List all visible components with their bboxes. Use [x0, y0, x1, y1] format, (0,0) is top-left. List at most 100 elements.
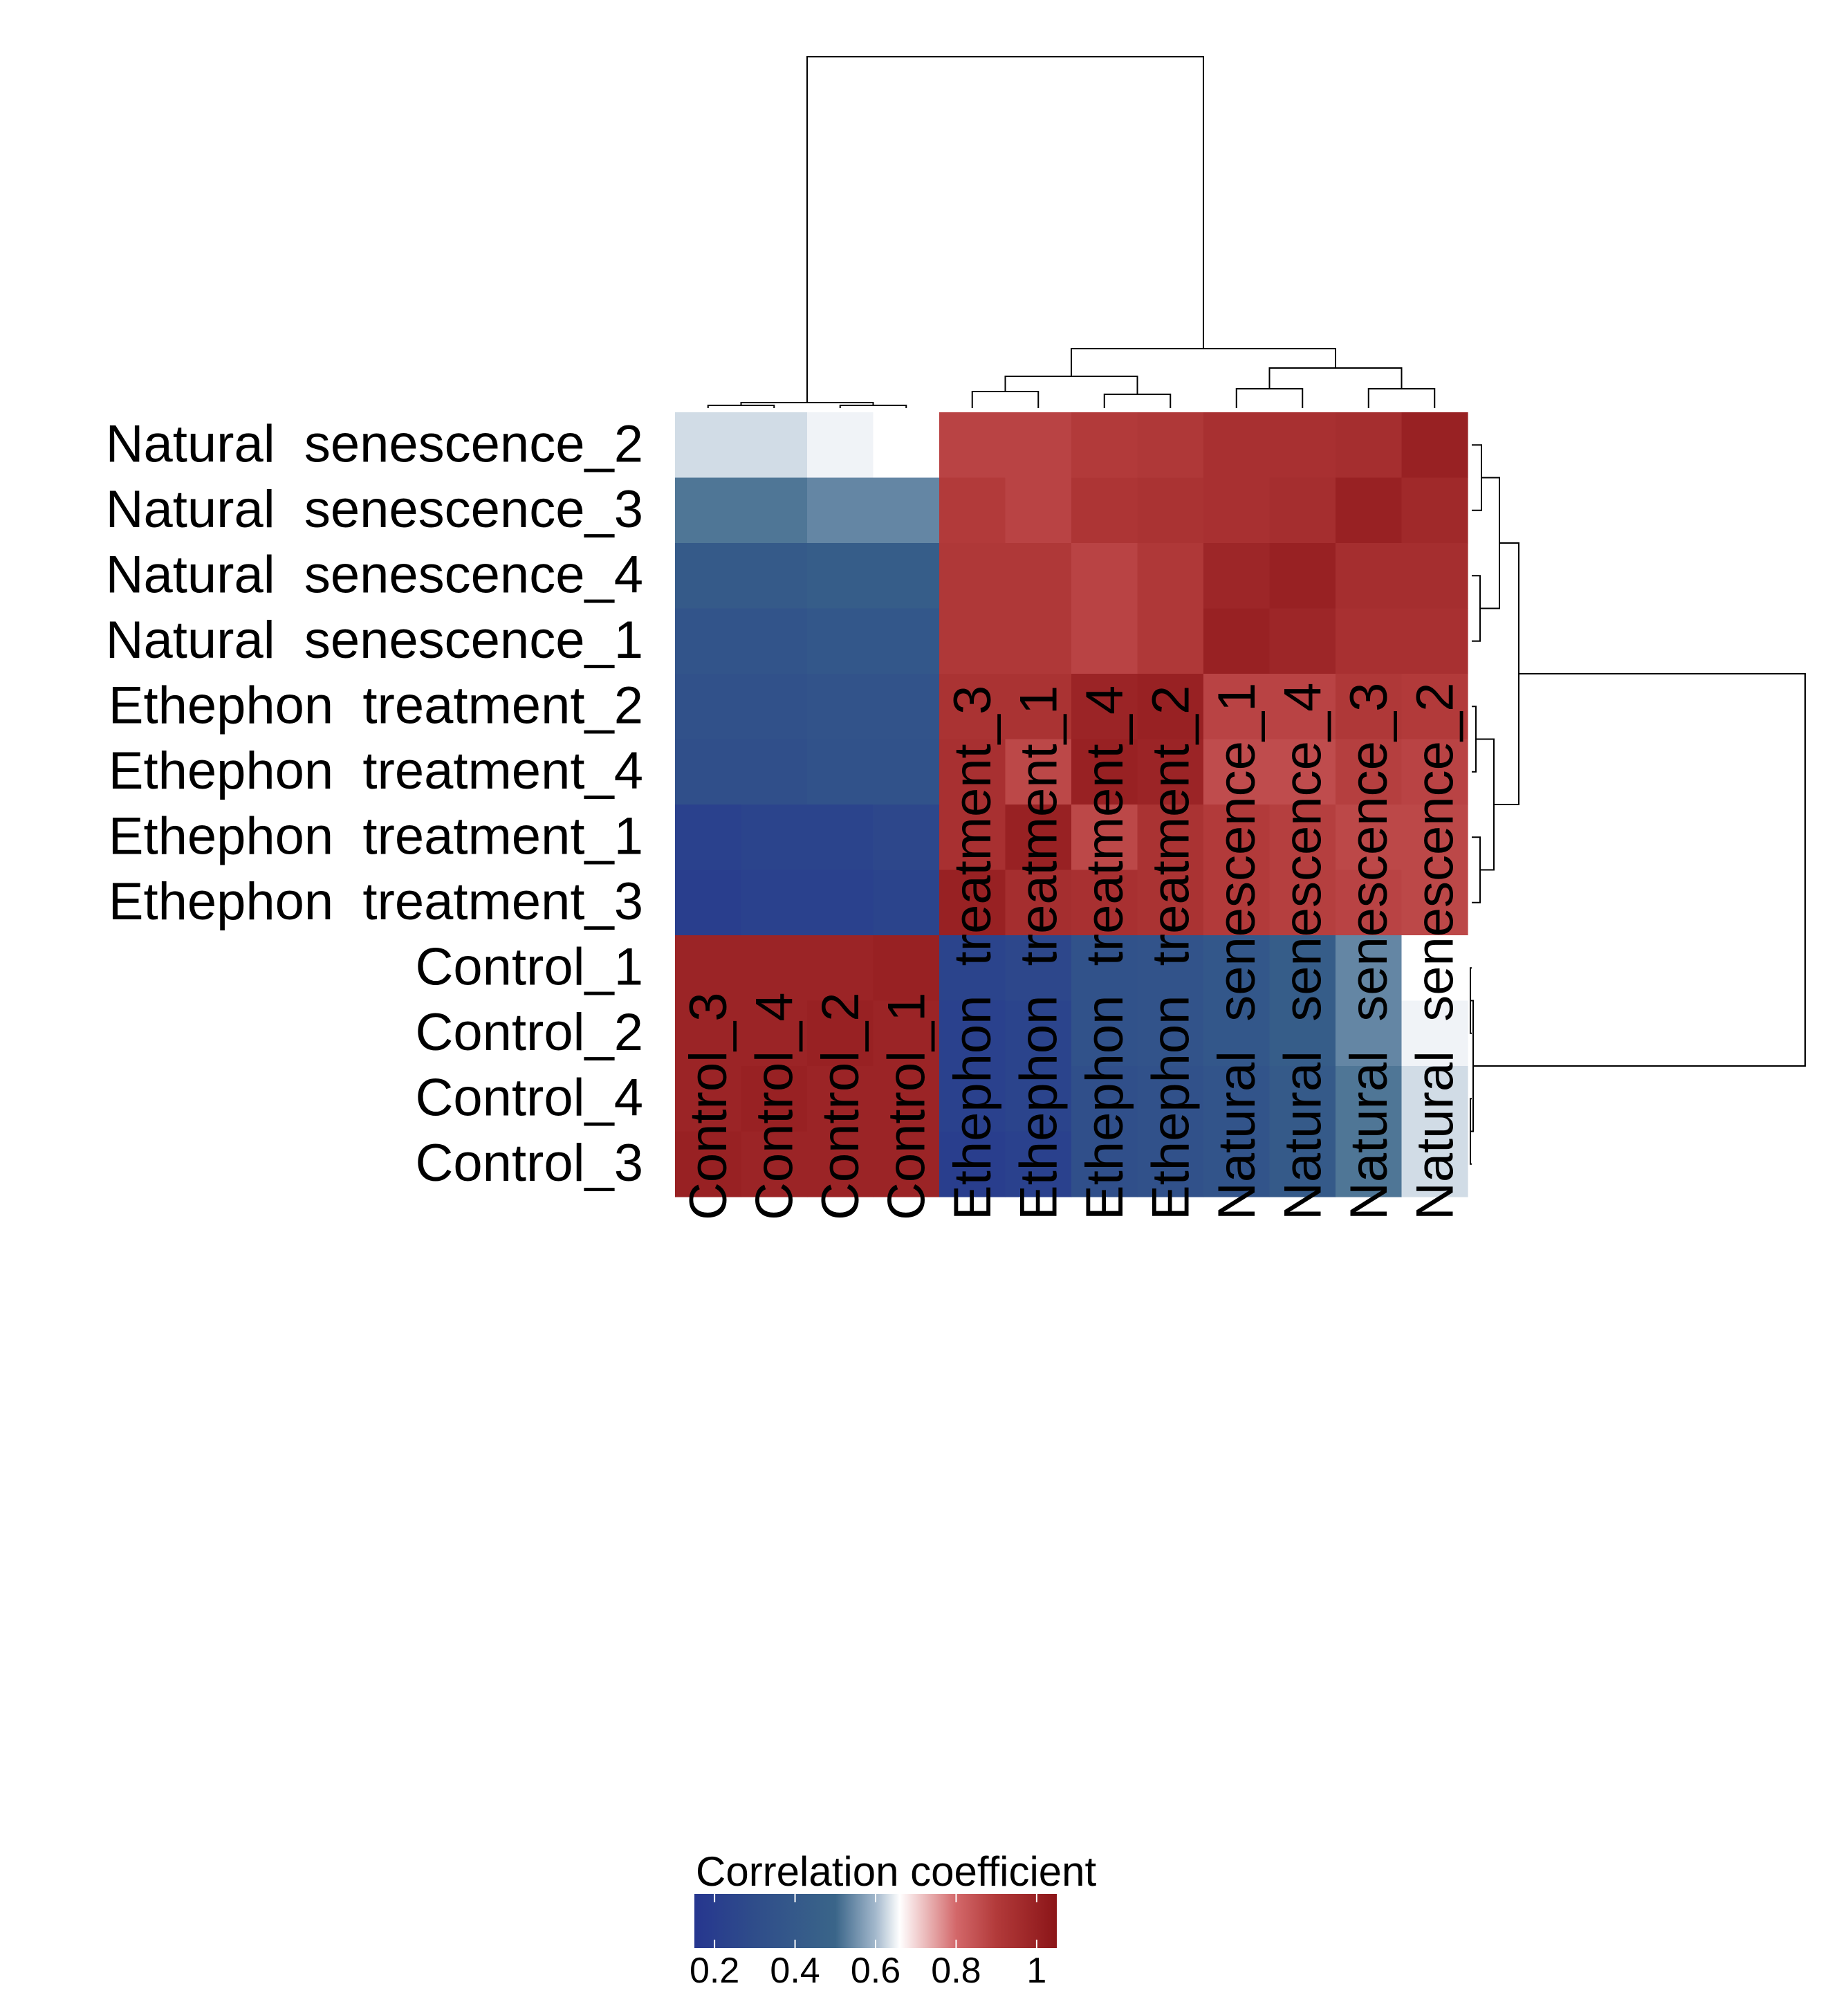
column-dendrogram-link: [1071, 348, 1336, 376]
column-label: Control_2: [811, 992, 870, 1220]
heatmap-cell: [1071, 412, 1138, 479]
heatmap-cell: [741, 739, 808, 805]
row-label: Control_4: [415, 1068, 643, 1127]
heatmap-cell: [1401, 1066, 1468, 1132]
heatmap-cell: [1203, 608, 1270, 674]
heatmap-cell: [1401, 477, 1468, 544]
heatmap-cell: [807, 1131, 874, 1197]
column-label: Natural senescence_4: [1273, 683, 1332, 1220]
legend-color-bar: [694, 1894, 1057, 1948]
heatmap-cell: [1336, 1066, 1403, 1132]
heatmap-cell: [1269, 543, 1336, 609]
column-label: Natural senescence_3: [1340, 683, 1398, 1220]
heatmap-cell: [1203, 739, 1270, 805]
heatmap-cell: [675, 608, 742, 674]
heatmap-cell: [1269, 674, 1336, 740]
heatmap-cell: [1269, 608, 1336, 674]
heatmap-cell: [1336, 477, 1403, 544]
column-label: Ethephon treatment_3: [943, 686, 1002, 1220]
heatmap-cell: [1336, 935, 1403, 1002]
heatmap-cell: [675, 739, 742, 805]
heatmap-cell: [1005, 739, 1072, 805]
heatmap-cell: [807, 412, 874, 479]
column-dendrogram-link: [839, 405, 907, 408]
heatmap-cell: [741, 1131, 808, 1197]
heatmap-cell: [1071, 1066, 1138, 1132]
heatmap-cell: [939, 412, 1006, 479]
heatmap-cell: [741, 805, 808, 871]
heatmap-cell: [1137, 543, 1204, 609]
heatmap-cell: [873, 477, 940, 544]
heatmap-cell: [1401, 543, 1468, 609]
heatmap-cell: [1401, 1131, 1468, 1197]
heatmap-cell: [1401, 805, 1468, 871]
heatmap-cell: [1005, 1131, 1072, 1197]
heatmap-cell: [1137, 1131, 1204, 1197]
heatmap-cell: [1137, 935, 1204, 1002]
heatmap-cell: [807, 739, 874, 805]
legend-tick-label: 1: [1026, 1951, 1046, 1991]
heatmap-cell: [1137, 805, 1204, 871]
heatmap-cell: [1071, 935, 1138, 1002]
row-label: Control_2: [415, 1003, 643, 1062]
heatmap-cell: [741, 935, 808, 1002]
heatmap-cell: [675, 1131, 742, 1197]
heatmap-cell: [807, 608, 874, 674]
column-label: Control_3: [679, 992, 738, 1220]
heatmap-cell: [1269, 1000, 1336, 1067]
heatmap-cell: [939, 543, 1006, 609]
heatmap-cell: [1071, 1000, 1138, 1067]
heatmap-cell: [1401, 739, 1468, 805]
heatmap-cell: [741, 608, 808, 674]
heatmap-cell: [741, 674, 808, 740]
legend-tick-label: 0.8: [931, 1951, 981, 1991]
heatmap-cell: [1203, 870, 1270, 936]
heatmap-cell: [741, 543, 808, 609]
heatmap-cell: [873, 412, 940, 479]
row-label: Ethephon treatment_3: [109, 872, 643, 931]
legend-ticks: 0.2 0.4 0.6 0.8 1: [690, 1894, 1046, 1991]
heatmap-cell: [741, 1000, 808, 1067]
heatmap-cell: [1203, 1066, 1270, 1132]
column-dendrogram-link: [1235, 388, 1304, 408]
heatmap-cell: [741, 477, 808, 544]
heatmap-cell: [675, 543, 742, 609]
heatmap-cell: [1137, 739, 1204, 805]
column-label: Ethephon treatment_4: [1075, 686, 1134, 1220]
heatmap-cell: [1005, 608, 1072, 674]
heatmap-cell: [1005, 935, 1072, 1002]
row-label: Ethephon treatment_1: [109, 807, 643, 865]
row-dendrogram-link: [1472, 836, 1481, 903]
heatmap-cell: [1336, 412, 1403, 479]
heatmap-cell: [1269, 1066, 1336, 1132]
row-label: Ethephon treatment_4: [109, 742, 643, 800]
heatmap-cells: [675, 412, 1468, 1197]
heatmap-cell: [1137, 608, 1204, 674]
column-label: Control_4: [745, 992, 804, 1220]
heatmap-cell: [807, 805, 874, 871]
heatmap-cell: [741, 1066, 808, 1132]
heatmap-cell: [675, 935, 742, 1002]
heatmap-cell: [1336, 805, 1403, 871]
heatmap-cell: [807, 1066, 874, 1132]
heatmap-cell: [1071, 739, 1138, 805]
heatmap-cell: [1005, 1000, 1072, 1067]
column-dendrogram-link: [1367, 388, 1436, 408]
heatmap-cell: [873, 1066, 940, 1132]
row-dendrogram-link: [1472, 706, 1477, 773]
heatmap-cell: [939, 477, 1006, 544]
legend-tick-label: 0.2: [690, 1951, 739, 1991]
row-dendrogram-link: [1472, 575, 1481, 642]
heatmap-cell: [873, 739, 940, 805]
heatmap-cell: [1336, 870, 1403, 936]
column-label: Natural senescence_2: [1405, 683, 1464, 1220]
heatmap-cell: [1203, 805, 1270, 871]
heatmap-cell: [1401, 608, 1468, 674]
heatmap-cell: [939, 870, 1006, 936]
heatmap-cell: [939, 1000, 1006, 1067]
heatmap-cell: [939, 935, 1006, 1002]
heatmap-cell: [1203, 674, 1270, 740]
heatmap-cell: [1071, 477, 1138, 544]
heatmap-cell: [1005, 674, 1072, 740]
heatmap-cell: [1005, 543, 1072, 609]
